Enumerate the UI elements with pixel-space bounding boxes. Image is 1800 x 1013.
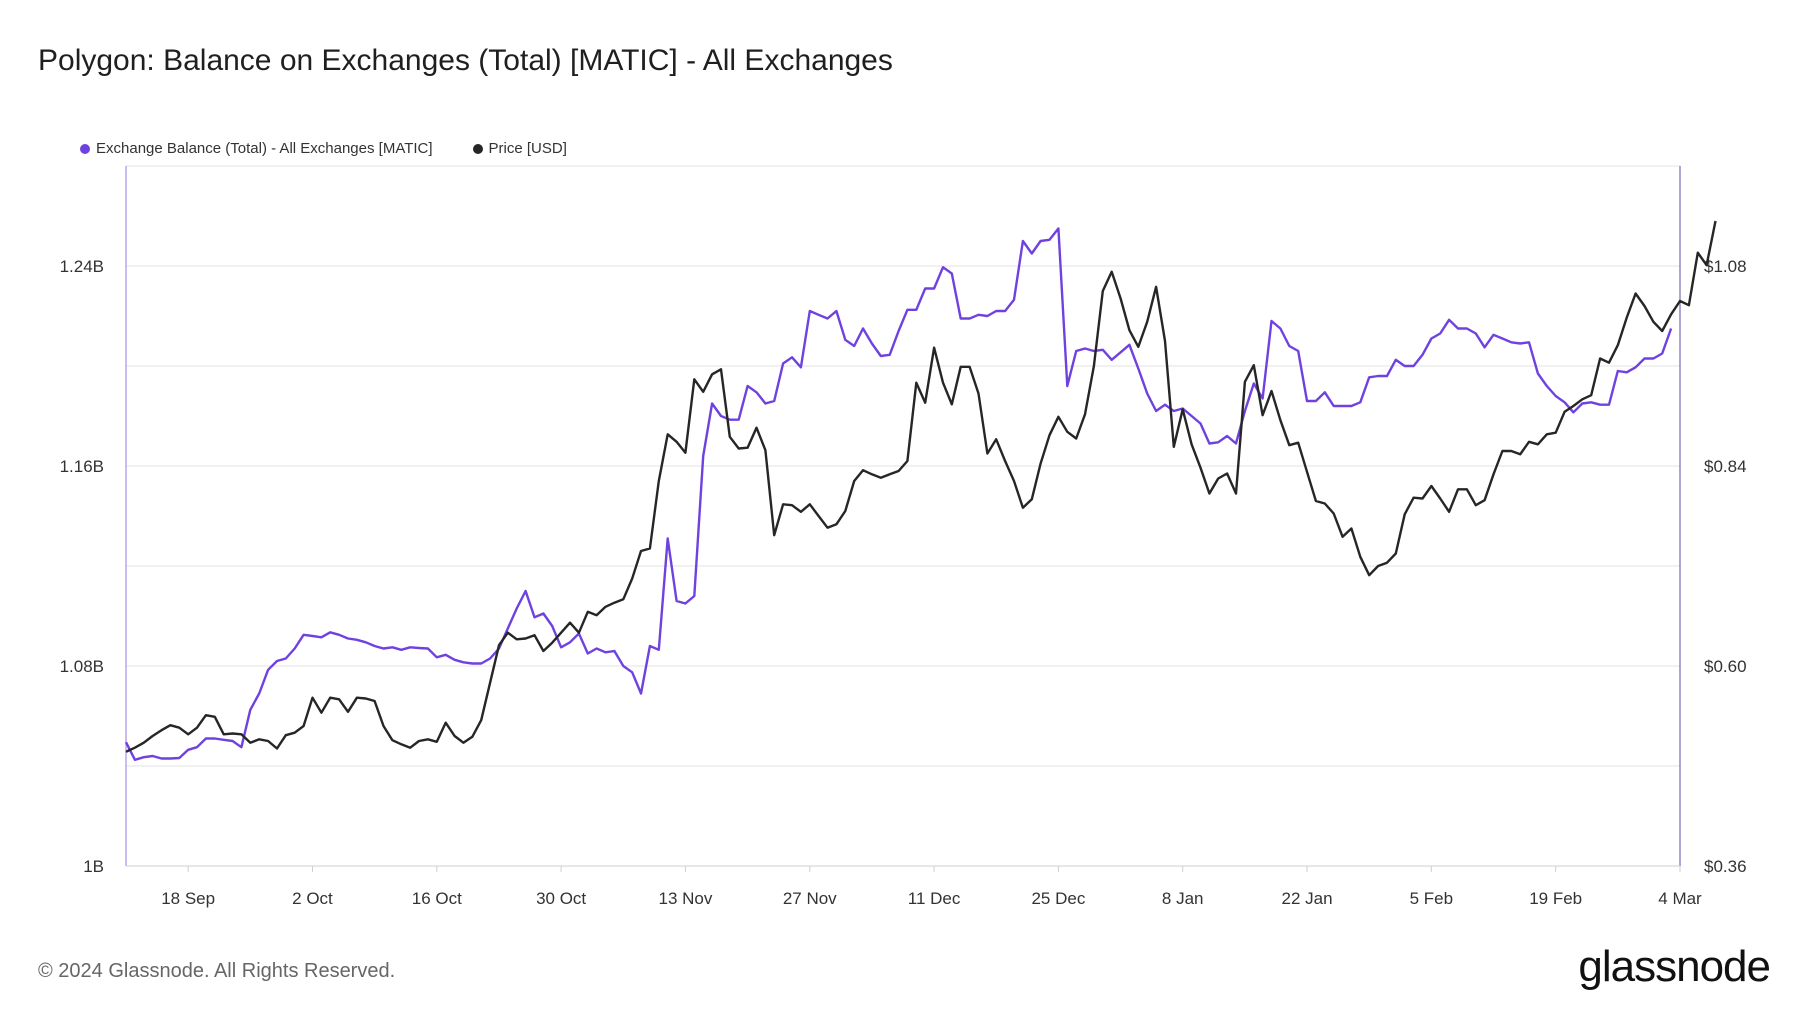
- glassnode-logo: glassnode: [1578, 942, 1771, 991]
- x-tick-label-4: 13 Nov: [659, 889, 713, 908]
- x-tick-label-0: 18 Sep: [161, 889, 215, 908]
- x-tick-label-1: 2 Oct: [292, 889, 333, 908]
- y-right-tick-label-2: $0.84: [1704, 457, 1747, 476]
- series-line-price: [125, 220, 1717, 753]
- y-right-tick-label-1: $0.60: [1704, 657, 1747, 676]
- series-line-exchange-balance: [124, 227, 1673, 761]
- legend-label-price: Price [USD]: [488, 140, 567, 157]
- copyright-text: © 2024 Glassnode. All Rights Reserved.: [38, 960, 396, 982]
- x-tick-label-2: 16 Oct: [412, 889, 462, 908]
- legend: Exchange Balance (Total) - All Exchanges…: [80, 140, 567, 157]
- legend-item-balance[interactable]: Exchange Balance (Total) - All Exchanges…: [80, 140, 433, 157]
- legend-dot-balance: [80, 143, 90, 154]
- legend-label-balance: Exchange Balance (Total) - All Exchanges…: [96, 140, 433, 157]
- y-right-tick-label-0: $0.36: [1704, 857, 1747, 876]
- x-tick-label-12: 4 Mar: [1658, 889, 1702, 908]
- y-left-tick-label-0: 1B: [83, 857, 104, 876]
- x-tick-label-6: 11 Dec: [908, 889, 961, 908]
- x-tick-label-5: 27 Nov: [783, 889, 837, 908]
- x-tick-label-11: 19 Feb: [1529, 889, 1582, 908]
- x-tick-label-9: 22 Jan: [1282, 889, 1333, 908]
- chart-title: Polygon: Balance on Exchanges (Total) [M…: [38, 44, 893, 77]
- x-tick-label-8: 8 Jan: [1162, 889, 1204, 908]
- legend-dot-price: [472, 143, 483, 154]
- y-right-tick-label-3: $1.08: [1704, 257, 1747, 276]
- x-tick-label-3: 30 Oct: [536, 889, 586, 908]
- y-left-tick-label-1: 1.08B: [60, 657, 104, 676]
- legend-item-price[interactable]: Price [USD]: [472, 140, 567, 157]
- y-left-tick-label-3: 1.24B: [60, 257, 104, 276]
- y-left-tick-label-2: 1.16B: [60, 457, 104, 476]
- x-tick-label-7: 25 Dec: [1031, 889, 1085, 908]
- x-tick-label-10: 5 Feb: [1410, 889, 1453, 908]
